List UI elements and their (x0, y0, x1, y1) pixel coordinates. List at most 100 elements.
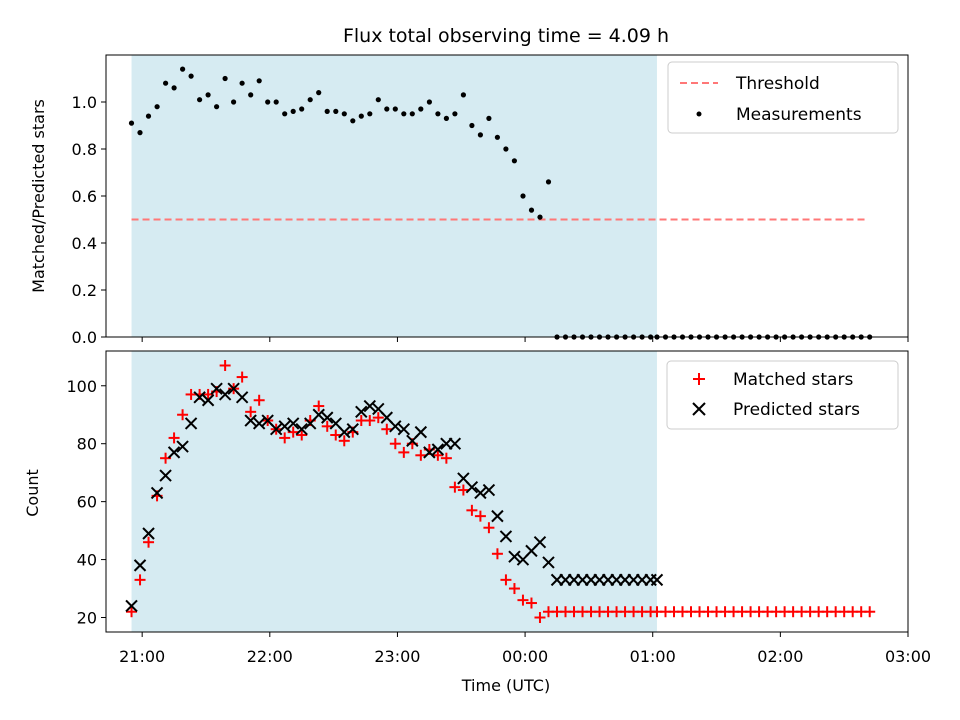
bottom-ytick-label: 40 (77, 551, 97, 570)
measurement-point (469, 122, 475, 129)
predicted-star-point (295, 423, 308, 436)
chart-title: Flux total observing time = 4.09 h (343, 25, 669, 47)
observing-window-shade-bottom (131, 351, 657, 632)
matched-star-point (279, 432, 291, 444)
predicted-star-point (252, 417, 266, 430)
measurement-point (128, 120, 135, 126)
matched-star-point (338, 435, 350, 447)
measurement-point (384, 106, 390, 112)
predicted-star-point (397, 423, 411, 436)
measurement-point (290, 108, 296, 114)
matched-star-point (457, 484, 469, 496)
matched-star-point (143, 536, 155, 548)
matched-stars-points (126, 359, 876, 624)
predicted-star-point (235, 391, 249, 404)
measurement-point (256, 78, 262, 84)
predicted-stars-points (125, 382, 664, 613)
measurement-point (282, 111, 288, 117)
legend-matched-swatch (693, 373, 705, 385)
matched-star-point (474, 510, 486, 522)
measurement-point (350, 118, 356, 124)
predicted-star-point (542, 556, 555, 569)
matched-star-point (321, 420, 333, 432)
predicted-star-point (389, 420, 402, 433)
measurement-point (333, 108, 339, 114)
predicted-star-point (482, 483, 496, 497)
measurement-point (205, 92, 211, 98)
legend-measurements-label: Measurements (736, 105, 862, 125)
measurement-point (180, 66, 186, 72)
matched-star-point (449, 481, 461, 493)
matched-star-point (296, 429, 308, 441)
matched-star-point (253, 394, 265, 406)
top-ytick-label: 0.0 (72, 328, 97, 347)
top-ytick-label: 0.8 (72, 140, 97, 159)
top-ytick-label: 0.4 (72, 234, 97, 253)
predicted-star-point (269, 423, 283, 436)
matched-star-point (219, 359, 231, 371)
measurement-point (494, 134, 500, 140)
bottom-x-ticks: 21:00 22:00 23:00 00:00 01:00 02:00 03:00 (119, 632, 931, 666)
measurement-point (409, 111, 415, 117)
measurement-point (163, 80, 169, 86)
measurement-point (307, 97, 313, 103)
predicted-star-point (338, 425, 351, 439)
measurement-point (231, 99, 237, 105)
legend-threshold-label: Threshold (735, 74, 820, 94)
measurement-point (299, 106, 305, 112)
top-ytick-label: 0.6 (72, 187, 97, 206)
measurement-point (503, 146, 509, 152)
observing-window-shade (131, 55, 657, 337)
matched-star-point (525, 597, 537, 609)
measurement-point (486, 115, 492, 121)
star-count-panel: 20 40 60 80 100 21:00 22:00 23:00 00:00 01:00 02:… (23, 350, 931, 695)
flux-ratio-panel: 0.0 0.2 0.4 0.6 0.8 1.0 Flux total observing … (29, 25, 909, 347)
matched-star-point (483, 522, 495, 534)
predicted-star-point (193, 391, 206, 404)
measurement-point (511, 158, 517, 164)
predicted-star-point (278, 420, 291, 433)
measurement-point (401, 111, 407, 117)
bottom-y-ticks: 20 40 60 80 100 (66, 377, 106, 628)
predicted-star-point (491, 509, 504, 523)
top-y-ticks: 0.0 0.2 0.4 0.6 0.8 1.0 (72, 93, 106, 347)
measurement-point (239, 80, 245, 86)
xtick-label: 03:00 (885, 647, 931, 666)
predicted-star-point (465, 480, 479, 494)
predicted-star-point (346, 423, 359, 436)
bottom-ytick-label: 20 (77, 609, 97, 628)
predicted-star-point (210, 382, 223, 395)
measurement-point (273, 99, 279, 105)
matched-star-point (364, 415, 376, 427)
predicted-star-point (142, 527, 155, 540)
matched-star-point (517, 594, 529, 606)
predicted-star-point (363, 399, 376, 413)
bottom-ytick-label: 80 (77, 435, 97, 454)
matched-star-point (398, 446, 410, 458)
predicted-star-point (133, 559, 147, 572)
measurement-point (375, 97, 381, 103)
measurement-point (426, 99, 432, 105)
matched-star-point (236, 371, 248, 383)
predicted-star-point (321, 411, 334, 424)
measurement-point (265, 99, 271, 105)
xtick-label: 01:00 (630, 647, 676, 666)
measurement-point (145, 113, 152, 119)
predicted-star-point (286, 417, 300, 430)
top-ytick-label: 1.0 (72, 93, 97, 112)
measurement-point (435, 111, 441, 117)
measurement-point (392, 106, 398, 112)
predicted-star-point (176, 440, 189, 453)
matched-star-point (491, 548, 503, 560)
top-x-ticks (141, 337, 909, 342)
measurement-point (477, 132, 483, 138)
bottom-axes-frame (105, 350, 909, 633)
predicted-star-point (448, 437, 462, 450)
xtick-label: 22:00 (247, 647, 293, 666)
predicted-star-point (184, 417, 198, 430)
bottom-y-axis-label: Count (23, 469, 42, 517)
bottom-ytick-label: 100 (66, 377, 97, 396)
predicted-star-point (167, 446, 181, 459)
measurement-point (452, 111, 458, 117)
